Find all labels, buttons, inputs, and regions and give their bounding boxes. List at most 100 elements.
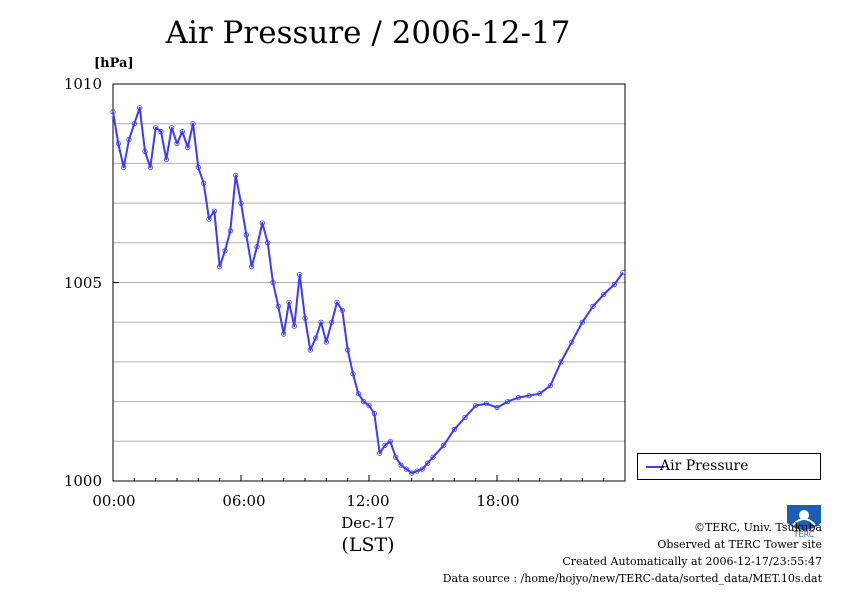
data-point (377, 450, 383, 456)
axis-ticks (112, 83, 626, 482)
data-point (329, 319, 335, 325)
data-point (206, 216, 212, 222)
data-point (179, 129, 185, 135)
data-point (355, 391, 361, 397)
data-point (254, 244, 260, 250)
data-point (297, 271, 303, 278)
data-point (190, 121, 196, 127)
data-point (579, 319, 585, 325)
data-point (313, 335, 319, 341)
data-point (265, 240, 271, 246)
data-point (323, 339, 329, 345)
data-point (121, 164, 127, 170)
data-point (286, 299, 292, 305)
data-point (142, 148, 148, 155)
data-point (537, 391, 543, 397)
data-point (115, 140, 121, 147)
data-point (185, 144, 191, 151)
data-point (174, 140, 180, 147)
data-point (371, 410, 377, 417)
data-point (473, 402, 479, 409)
credit-created: Created Automatically at 2006-12-17/23:5… (562, 555, 822, 568)
legend-label-air-pressure: Air Pressure (660, 458, 749, 474)
series-layer (110, 105, 626, 476)
data-point (505, 398, 511, 405)
y-tick-label-1000: 1000 (63, 472, 102, 490)
credit-source: Data source : /home/hojyo/new/TERC-data/… (442, 572, 822, 585)
terc-logo: TERC (787, 505, 821, 539)
data-point (163, 156, 169, 163)
x-tick-label-1200: 12:00 (346, 492, 390, 510)
x-axis-date-label: Dec-17 (341, 514, 395, 532)
data-point (558, 359, 564, 365)
data-point (318, 319, 324, 325)
data-point (398, 462, 404, 468)
data-point (350, 371, 356, 377)
data-point (414, 468, 420, 474)
data-point (339, 307, 345, 313)
data-point (227, 228, 233, 234)
x-tick-label-1800: 18:00 (476, 492, 520, 510)
data-point (222, 248, 228, 254)
data-point (211, 208, 217, 214)
data-point (403, 466, 409, 472)
data-point (526, 393, 532, 399)
x-tick-label-0000: 00:00 (92, 492, 136, 510)
data-point (275, 303, 281, 309)
data-point (169, 125, 175, 131)
data-point (259, 220, 265, 226)
data-point (430, 454, 436, 460)
data-point (153, 125, 159, 131)
data-point (217, 264, 223, 270)
data-point (291, 323, 297, 329)
data-point (425, 460, 431, 466)
data-point (515, 395, 521, 401)
data-point (147, 164, 153, 170)
data-point (137, 105, 143, 111)
data-point (302, 315, 308, 321)
data-point (393, 454, 399, 460)
data-point (601, 291, 607, 298)
data-point (494, 404, 500, 411)
data-point (334, 299, 340, 305)
data-point (158, 129, 164, 135)
y-tick-label-1010: 1010 (63, 75, 102, 93)
credit-copyright: ©TERC, Univ. Tsukuba (693, 521, 822, 534)
data-point (281, 331, 287, 337)
x-axis-timezone-label: (LST) (341, 534, 395, 556)
data-point (366, 402, 372, 409)
data-point (233, 172, 239, 178)
data-point (451, 426, 457, 432)
data-point (441, 442, 447, 448)
data-point (483, 400, 489, 407)
y-tick-label-1005: 1005 (63, 274, 102, 292)
data-point (590, 303, 596, 309)
data-point (620, 269, 626, 276)
data-point (307, 347, 313, 353)
data-point (382, 442, 388, 448)
data-point (238, 200, 244, 206)
grid-lines (113, 123, 625, 442)
data-point (611, 281, 617, 288)
data-point (243, 232, 249, 238)
data-point (195, 164, 201, 170)
legend-swatch (646, 466, 664, 468)
data-point (249, 264, 255, 270)
x-tick-label-0600: 06:00 (222, 492, 266, 510)
data-point (409, 470, 415, 476)
data-point (569, 339, 575, 345)
credits-block: ©TERC, Univ. Tsukuba Observed at TERC To… (443, 519, 822, 587)
data-point (110, 109, 116, 115)
data-point (462, 414, 468, 421)
chart-title: Air Pressure / 2006-12-17 (165, 15, 571, 51)
series-line-air-pressure (112, 106, 624, 475)
logo-text: TERC (793, 530, 815, 539)
data-point (201, 180, 207, 186)
data-point (345, 347, 351, 353)
y-axis-unit: [hPa] (94, 56, 134, 71)
data-point (361, 398, 367, 405)
data-point (419, 466, 425, 472)
legend: Air Pressure (637, 453, 821, 480)
data-point (270, 279, 276, 286)
